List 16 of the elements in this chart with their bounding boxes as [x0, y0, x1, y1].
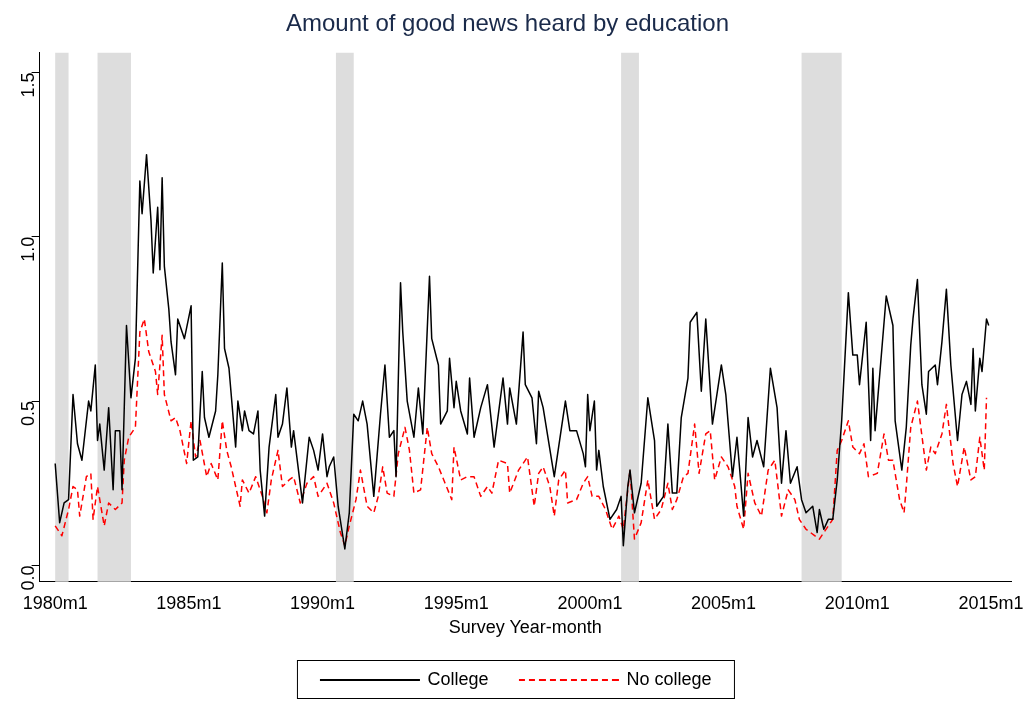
x-tick-label: 2010m1 [824, 592, 890, 613]
x-tick-label: 1990m1 [290, 592, 356, 613]
legend-label: No college [626, 669, 712, 690]
text: College [427, 669, 489, 690]
y-tick-label: 1.0 [17, 236, 38, 262]
x-axis-title: Survey Year-month [448, 617, 602, 638]
chart-title: Amount of good news heard by education [286, 9, 729, 37]
x-tick-label: 2015m1 [958, 592, 1024, 613]
y-tick-label: 1.5 [17, 72, 38, 98]
y-tick-label: 0.0 [17, 565, 38, 591]
x-tick-label: 2000m1 [557, 592, 623, 613]
y-tick-label: 0.5 [17, 401, 38, 427]
x-tick-label: 1980m1 [22, 592, 88, 613]
x-tick-label: 1995m1 [423, 592, 489, 613]
x-tick-label: 1985m1 [156, 592, 222, 613]
x-tick-label: 2005m1 [691, 592, 757, 613]
